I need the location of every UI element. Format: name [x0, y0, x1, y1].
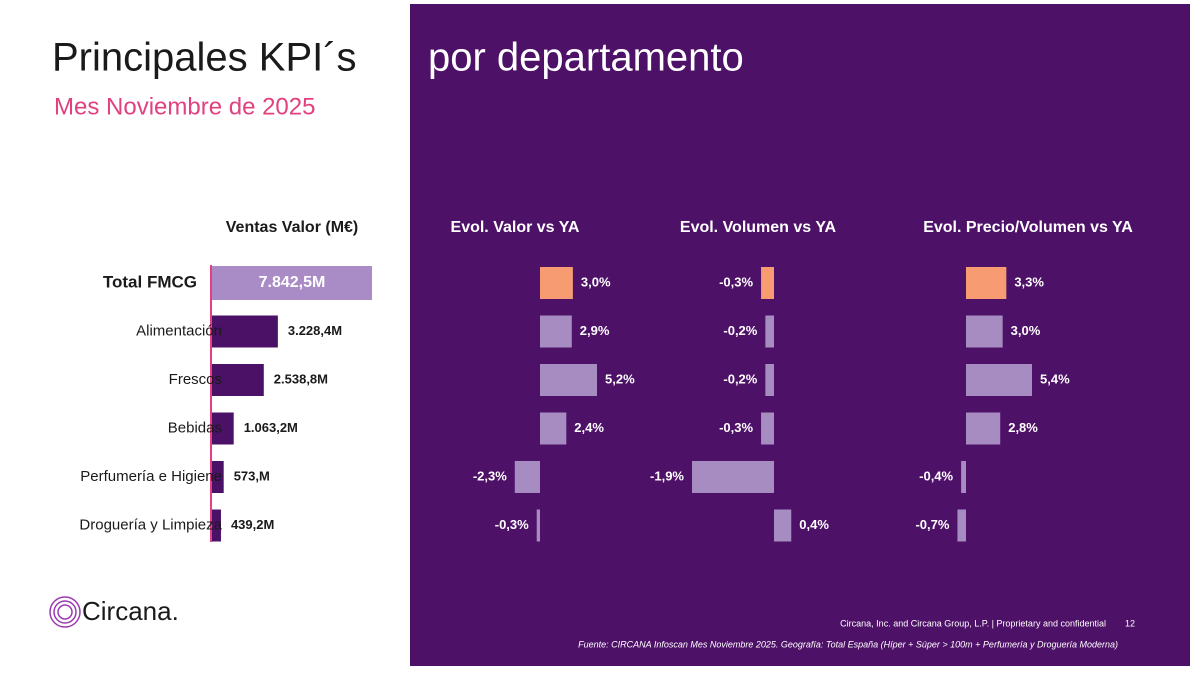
value-label: 439,2M: [231, 517, 274, 532]
value-label: 2,8%: [1008, 420, 1038, 435]
chart-title: Evol. Volumen vs YA: [680, 219, 837, 236]
bar: [514, 461, 540, 493]
title-right: por departamento: [428, 36, 744, 80]
bar: [540, 364, 597, 396]
bar: [765, 315, 774, 348]
bar: [212, 364, 264, 396]
bar: [536, 509, 540, 542]
value-label: 1.063,2M: [244, 420, 298, 435]
bar: [692, 461, 774, 493]
value-label: 3,3%: [1014, 274, 1044, 289]
value-label: -0,2%: [723, 371, 757, 386]
value-label: 3.228,4M: [288, 323, 342, 338]
value-label: 7.842,5M: [259, 274, 326, 291]
chart-title: Ventas Valor (M€): [226, 219, 359, 236]
bar: [966, 412, 1001, 445]
value-label: -0,4%: [919, 468, 953, 483]
value-label: -0,7%: [915, 517, 949, 532]
bar: [540, 267, 573, 299]
bar: [765, 364, 774, 396]
subtitle: Mes Noviembre de 2025: [54, 93, 315, 120]
category-label: Total FMCG: [103, 272, 197, 291]
chart-title: Evol. Valor vs YA: [451, 219, 580, 236]
value-label: 573,M: [234, 468, 270, 483]
value-label: -0,2%: [723, 323, 757, 338]
bar: [212, 412, 234, 445]
value-label: 5,2%: [605, 371, 635, 386]
bar: [957, 509, 966, 542]
value-label: 0,4%: [799, 517, 829, 532]
bar: [212, 266, 372, 300]
logo-text: Circana.: [82, 596, 179, 626]
value-label: -0,3%: [719, 420, 753, 435]
category-label: Droguería y Limpieza: [79, 516, 222, 533]
bar: [774, 509, 792, 542]
value-label: -2,3%: [473, 468, 507, 483]
purple-panel: [410, 4, 1190, 666]
bar: [966, 315, 1003, 348]
bar: [966, 267, 1007, 299]
value-label: 2,9%: [580, 323, 610, 338]
legal-text: Circana, Inc. and Circana Group, L.P. | …: [840, 618, 1106, 628]
category-label: Alimentación: [136, 322, 222, 339]
bar: [212, 315, 278, 348]
value-label: -0,3%: [719, 274, 753, 289]
value-label: -0,3%: [495, 517, 529, 532]
page-number: 12: [1125, 618, 1135, 628]
logo-icon: [49, 596, 81, 628]
category-label: Perfumería e Higiene: [80, 468, 222, 485]
bar: [212, 461, 224, 493]
bar: [761, 267, 774, 299]
value-label: 3,0%: [581, 274, 611, 289]
category-label: Bebidas: [168, 419, 222, 436]
value-label: -1,9%: [650, 468, 684, 483]
chart-title: Evol. Precio/Volumen vs YA: [923, 219, 1133, 236]
bar: [540, 315, 572, 348]
source-text: Fuente: CIRCANA Infoscan Mes Noviembre 2…: [578, 639, 1118, 649]
value-label: 5,4%: [1040, 371, 1070, 386]
value-label: 3,0%: [1011, 323, 1041, 338]
title: Principales KPI´s: [52, 36, 357, 80]
value-label: 2,4%: [574, 420, 604, 435]
category-label: Frescos: [169, 371, 222, 388]
bar: [212, 509, 221, 542]
bar: [961, 461, 966, 493]
bar: [761, 412, 774, 445]
value-label: 2.538,8M: [274, 371, 328, 386]
bar: [540, 412, 567, 445]
bar: [966, 364, 1032, 396]
